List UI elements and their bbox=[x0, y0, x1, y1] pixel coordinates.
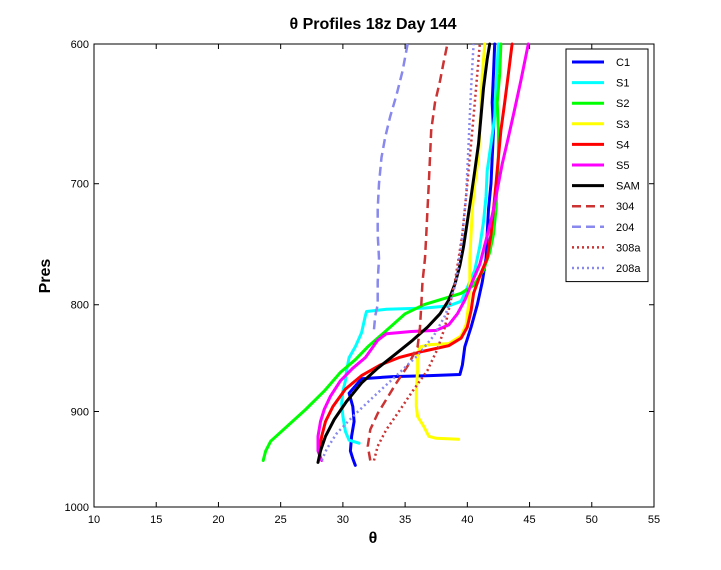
legend-label-sam: SAM bbox=[616, 181, 640, 193]
series-line-s5 bbox=[316, 42, 530, 462]
legend-label-s3: S3 bbox=[616, 119, 629, 131]
x-tick-label: 20 bbox=[212, 514, 224, 526]
legend-label-304: 304 bbox=[616, 201, 634, 213]
series-layer bbox=[261, 42, 530, 467]
legend-label-208a: 208a bbox=[616, 263, 641, 275]
series-line-204 bbox=[372, 43, 409, 330]
series-line-s4 bbox=[317, 42, 514, 461]
plot-area bbox=[93, 43, 655, 508]
series-line-sam bbox=[316, 42, 492, 464]
y-tick-label: 800 bbox=[71, 300, 89, 312]
legend-label-s2: S2 bbox=[616, 98, 629, 110]
y-axis-title: Pres bbox=[37, 259, 54, 294]
chart-title: θ Profiles 18z Day 144 bbox=[290, 16, 457, 33]
legend-label-c1: C1 bbox=[616, 57, 630, 69]
legend-label-s1: S1 bbox=[616, 78, 629, 90]
axis-ticks: 10 15 20 25 30 35 40 45 50 55 600 700 800 900 1000 bbox=[65, 39, 661, 526]
x-tick-label: 35 bbox=[399, 514, 411, 526]
legend-label-204: 204 bbox=[616, 222, 634, 234]
y-tick-label: 900 bbox=[71, 407, 89, 419]
series-line-308a bbox=[372, 43, 482, 461]
legend-label-s4: S4 bbox=[616, 139, 629, 151]
x-tick-label: 15 bbox=[150, 514, 162, 526]
x-tick-label: 45 bbox=[523, 514, 535, 526]
x-tick-label: 55 bbox=[648, 514, 660, 526]
y-tick-label: 1000 bbox=[65, 502, 89, 514]
x-tick-label: 30 bbox=[337, 514, 349, 526]
x-axis-title: θ bbox=[369, 530, 378, 547]
legend-label-308a: 308a bbox=[616, 242, 641, 254]
x-tick-label: 50 bbox=[586, 514, 598, 526]
y-tick-label: 700 bbox=[71, 179, 89, 191]
series-line-s1 bbox=[340, 42, 500, 445]
y-tick-label: 600 bbox=[71, 39, 89, 51]
x-tick-label: 10 bbox=[88, 514, 100, 526]
series-line-c1 bbox=[347, 42, 497, 467]
x-tick-label: 25 bbox=[275, 514, 287, 526]
x-tick-label: 40 bbox=[461, 514, 473, 526]
legend-label-s5: S5 bbox=[616, 160, 629, 172]
legend: C1 S1 S2 S3 S4 S5 SAM 304 204 308a 208a bbox=[565, 48, 649, 283]
